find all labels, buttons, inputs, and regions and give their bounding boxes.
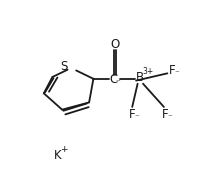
Text: S: S: [61, 60, 68, 73]
Text: ⁻: ⁻: [134, 114, 139, 123]
Text: ⁻: ⁻: [167, 114, 172, 123]
Text: C: C: [110, 73, 118, 86]
Text: 3+: 3+: [143, 67, 154, 76]
Text: F: F: [129, 108, 136, 121]
Text: K: K: [54, 149, 62, 162]
Text: B: B: [136, 71, 145, 84]
Text: F: F: [162, 108, 168, 121]
Text: ⁻: ⁻: [116, 79, 120, 87]
Text: O: O: [110, 38, 120, 51]
Text: F: F: [169, 64, 176, 76]
Text: ⁻: ⁻: [174, 69, 179, 78]
Text: +: +: [60, 145, 67, 154]
